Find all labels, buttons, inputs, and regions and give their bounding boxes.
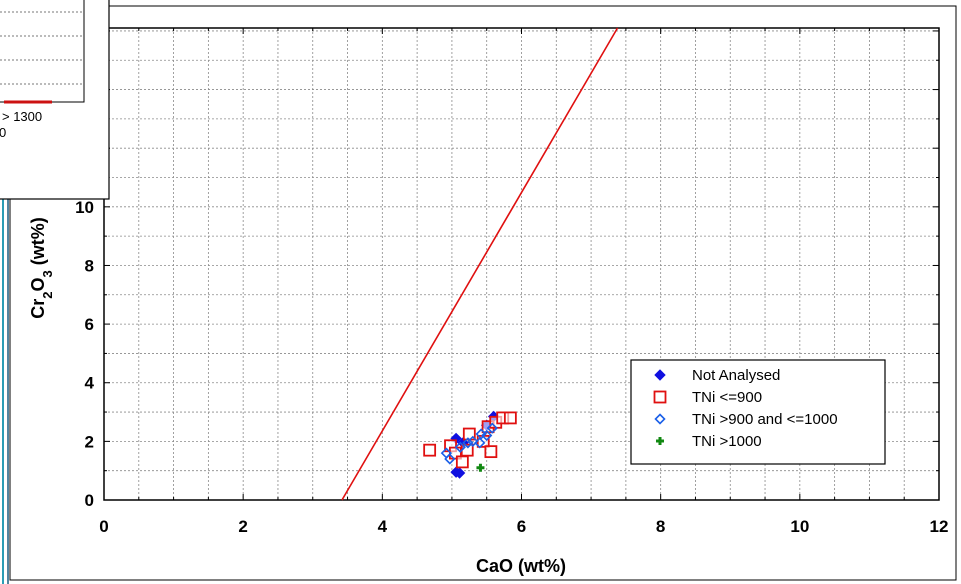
legend-label: Not Analysed — [692, 367, 780, 384]
inset-label-2: 0 — [0, 125, 6, 140]
data-point — [481, 429, 493, 442]
y-axis-title: Cr2O3 (wt%) — [28, 217, 55, 319]
x-tick-label: 6 — [517, 517, 526, 536]
chart-frame — [9, 5, 957, 581]
data-point — [444, 453, 456, 465]
legend-marker — [654, 413, 666, 425]
legend-box — [630, 359, 886, 465]
x-tick-label: 12 — [930, 517, 949, 536]
legend: Not Analysed TNi <=900 TNi >900 and <=1000… — [630, 359, 886, 465]
data-point — [467, 435, 479, 447]
x-tick-label: 8 — [656, 517, 665, 536]
reference-line-segment — [341, 27, 619, 501]
data-points — [423, 410, 517, 479]
legend-label: TNi >1000 — [692, 433, 762, 450]
y-tick-labels: 0 2 4 6 8 10 — [75, 198, 94, 510]
data-point — [423, 443, 437, 457]
reference-line — [341, 27, 619, 501]
legend-label: TNi >900 and <=1000 — [692, 411, 838, 428]
data-point — [453, 467, 466, 479]
inset-label-1: > 1300 — [2, 109, 42, 124]
data-point — [484, 445, 498, 459]
inset-panel: > 1300 0 — [0, 0, 110, 200]
legend-marker — [656, 437, 664, 445]
y-tick-label: 2 — [85, 432, 94, 451]
data-point — [455, 455, 469, 469]
grid-lines — [104, 28, 939, 500]
data-point — [454, 441, 466, 453]
y-tick-label: 8 — [85, 256, 94, 275]
y-tick-label: 10 — [75, 198, 94, 217]
data-point — [486, 422, 498, 434]
legend-label: TNi <=900 — [692, 389, 762, 406]
y-tick-label: 4 — [85, 374, 95, 393]
legend-marker — [654, 369, 666, 381]
x-tick-labels: 0 2 4 6 8 10 12 — [99, 517, 948, 536]
data-point — [462, 437, 474, 449]
plot-border — [103, 27, 940, 501]
data-point — [476, 463, 485, 472]
data-point — [474, 437, 486, 449]
x-tick-label: 10 — [790, 517, 809, 536]
x-tick-label: 4 — [378, 517, 388, 536]
y-tick-label: 6 — [85, 315, 94, 334]
data-point — [475, 428, 487, 440]
legend-marker — [653, 390, 667, 404]
inset-plot-border — [0, 0, 85, 103]
x-tick-label: 0 — [99, 517, 108, 536]
x-axis-title: CaO (wt%) — [476, 556, 566, 576]
data-point — [503, 411, 517, 425]
y-tick-label: 0 — [85, 491, 94, 510]
x-tick-label: 2 — [238, 517, 247, 536]
